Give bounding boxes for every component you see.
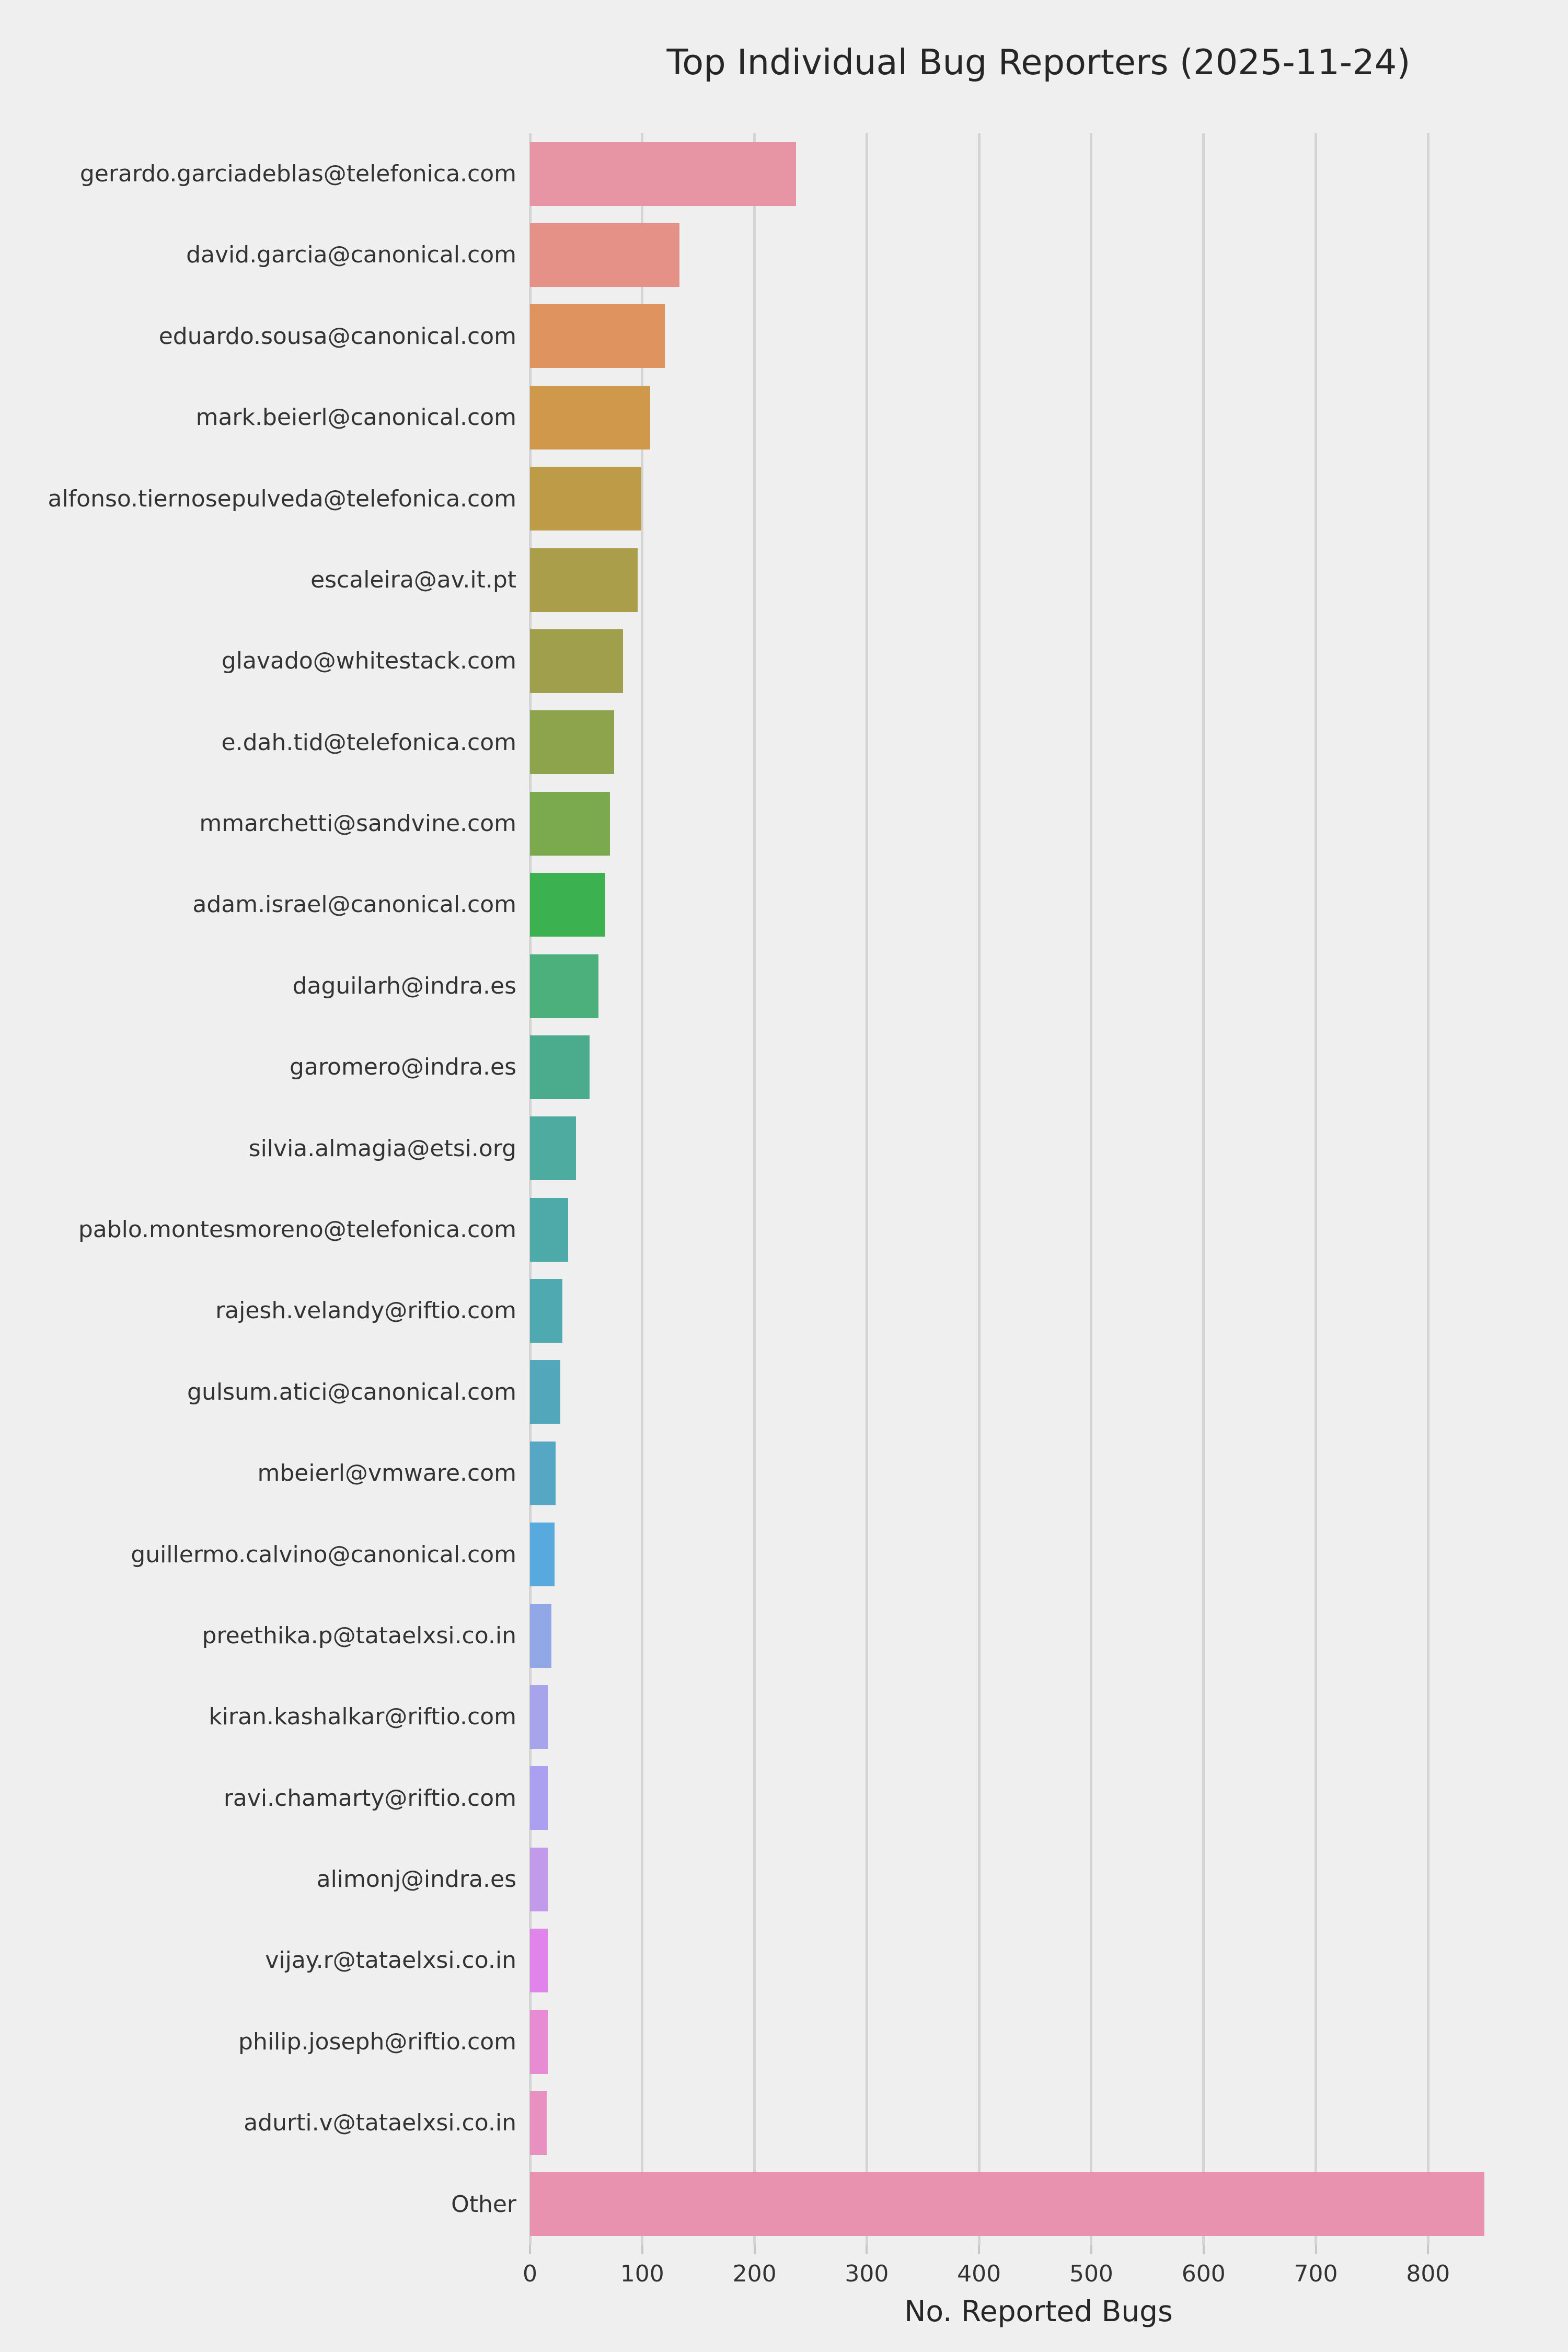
bar-gerardo-garciadeblas-telefonica-com — [530, 142, 797, 206]
bar-david-garcia-canonical-com — [530, 223, 679, 287]
bar-escaleira-av-it-pt — [530, 548, 638, 612]
y-tick-label: alfonso.tiernosepulveda@telefonica.com — [48, 485, 517, 512]
bar-daguilarh-indra-es — [530, 954, 599, 1018]
y-tick-label: escaleira@av.it.pt — [310, 566, 516, 593]
y-axis-labels: gerardo.garciadeblas@telefonica.com david… — [0, 133, 517, 2245]
bar-ravi-chamarty-riftio-com — [530, 1766, 548, 1830]
y-tick-label: mark.beierl@canonical.com — [195, 404, 516, 431]
y-tick-label: silvia.almagia@etsi.org — [248, 1135, 516, 1162]
y-tick-label: adam.israel@canonical.com — [192, 891, 516, 918]
y-tick-label: glavado@whitestack.com — [221, 648, 516, 675]
x-tick-mark — [1090, 2245, 1092, 2254]
x-tick-label: 0 — [523, 2261, 537, 2287]
gridline-x-600 — [1202, 133, 1205, 2245]
bar-other — [530, 2172, 1484, 2236]
gridline-x-200 — [753, 133, 756, 2245]
x-tick-mark — [641, 2245, 643, 2254]
y-tick-label: Other — [451, 2190, 516, 2218]
chart-title: Top Individual Bug Reporters (2025-11-24… — [666, 42, 1411, 83]
y-tick-label: ravi.chamarty@riftio.com — [223, 1784, 516, 1812]
bar-glavado-whitestack-com — [530, 629, 624, 693]
y-tick-label: gerardo.garciadeblas@telefonica.com — [79, 160, 516, 187]
x-tick-label: 100 — [620, 2261, 664, 2287]
y-tick-label: mbeierl@vmware.com — [257, 1460, 516, 1487]
x-tick-label: 800 — [1406, 2261, 1450, 2287]
gridline-x-700 — [1315, 133, 1318, 2245]
gridline-x-0 — [528, 133, 532, 2245]
x-tick-label: 500 — [1069, 2261, 1113, 2287]
y-tick-label: rajesh.velandy@riftio.com — [215, 1297, 516, 1324]
x-tick-mark — [1315, 2245, 1317, 2254]
bar-rajesh-velandy-riftio-com — [530, 1279, 563, 1343]
x-tick-label: 700 — [1294, 2261, 1338, 2287]
bar-kiran-kashalkar-riftio-com — [530, 1685, 548, 1749]
y-tick-label: daguilarh@indra.es — [292, 972, 516, 999]
gridline-x-400 — [977, 133, 981, 2245]
y-tick-label: alimonj@indra.es — [316, 1866, 516, 1893]
bar-garomero-indra-es — [530, 1035, 590, 1099]
x-tick-mark — [1427, 2245, 1429, 2254]
x-tick-mark — [753, 2245, 756, 2254]
gridline-x-100 — [641, 133, 644, 2245]
bar-gulsum-atici-canonical-com — [530, 1360, 560, 1424]
x-tick-label: 300 — [845, 2261, 889, 2287]
bar-adurti-v-tataelxsi-co-in — [530, 2091, 547, 2155]
bar-adam-israel-canonical-com — [530, 873, 605, 937]
y-tick-label: guillermo.calvino@canonical.com — [131, 1541, 516, 1568]
bar-mark-beierl-canonical-com — [530, 385, 650, 449]
x-tick-mark — [1202, 2245, 1205, 2254]
bar-alimonj-indra-es — [530, 1847, 548, 1911]
y-tick-label: garomero@indra.es — [290, 1054, 516, 1081]
bar-guillermo-calvino-canonical-com — [530, 1523, 555, 1587]
y-tick-label: philip.joseph@riftio.com — [238, 2028, 516, 2055]
x-tick-mark — [866, 2245, 868, 2254]
gridline-x-800 — [1426, 133, 1429, 2245]
bar-e-dah-tid-telefonica-com — [530, 710, 615, 775]
x-tick-label: 200 — [732, 2261, 777, 2287]
x-axis-title: No. Reported Bugs — [904, 2295, 1173, 2328]
y-tick-label: e.dah.tid@telefonica.com — [221, 729, 516, 756]
y-tick-label: eduardo.sousa@canonical.com — [158, 322, 516, 350]
bar-silvia-almagia-etsi-org — [530, 1116, 577, 1181]
y-tick-label: mmarchetti@sandvine.com — [199, 810, 516, 837]
bar-mbeierl-vmware-com — [530, 1441, 556, 1505]
gridline-x-300 — [865, 133, 868, 2245]
y-tick-label: david.garcia@canonical.com — [186, 241, 516, 269]
y-tick-label: kiran.kashalkar@riftio.com — [209, 1703, 516, 1731]
x-tick-mark — [529, 2245, 531, 2254]
y-tick-label: pablo.montesmoreno@telefonica.com — [78, 1216, 516, 1243]
bar-alfonso-tiernosepulveda-telefonica-com — [530, 467, 641, 531]
bar-mmarchetti-sandvine-com — [530, 791, 610, 856]
x-tick-label: 400 — [957, 2261, 1001, 2287]
x-tick-label: 600 — [1181, 2261, 1226, 2287]
bar-pablo-montesmoreno-telefonica-com — [530, 1197, 569, 1262]
bar-philip-joseph-riftio-com — [530, 2010, 548, 2074]
y-tick-label: vijay.r@tataelxsi.co.in — [265, 1947, 516, 1974]
y-tick-label: gulsum.atici@canonical.com — [187, 1378, 516, 1405]
plot-area — [528, 133, 1547, 2245]
y-tick-label: adurti.v@tataelxsi.co.in — [244, 2109, 516, 2137]
gridline-x-500 — [1090, 133, 1093, 2245]
bar-vijay-r-tataelxsi-co-in — [530, 1929, 548, 1993]
y-tick-label: preethika.p@tataelxsi.co.in — [202, 1622, 516, 1649]
bar-eduardo-sousa-canonical-com — [530, 304, 665, 368]
x-tick-mark — [978, 2245, 981, 2254]
bar-preethika-p-tataelxsi-co-in — [530, 1604, 551, 1668]
